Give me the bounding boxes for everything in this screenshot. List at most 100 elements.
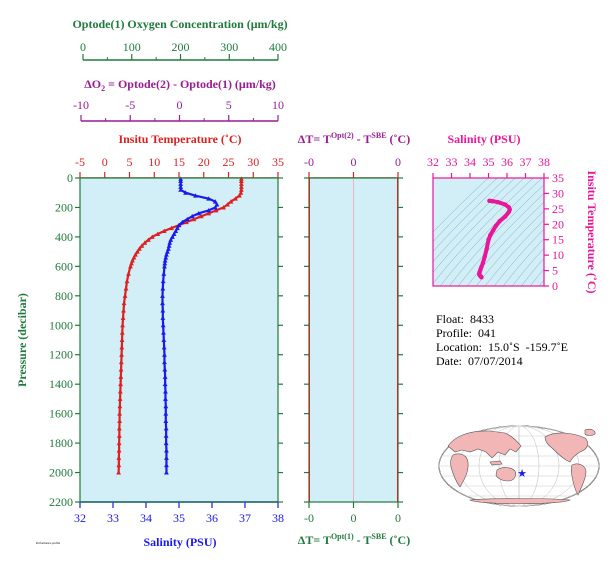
temperature-point xyxy=(184,219,189,225)
delta-o2-tick-label: 10 xyxy=(272,98,284,112)
salinity-point xyxy=(160,322,166,328)
salinity-point xyxy=(163,433,169,438)
density-contour xyxy=(458,192,544,286)
salinity-point xyxy=(214,202,220,207)
temperature-point xyxy=(119,337,125,342)
ts-salinity-tick-label: 36 xyxy=(501,155,513,169)
ts-panel xyxy=(433,178,544,286)
delta-o2-axis-label: ΔO2 = Optode(2) - Optode(1) (μm/kg) xyxy=(84,77,275,93)
salinity-point xyxy=(164,470,169,475)
ts-salinity-tick-label: 32 xyxy=(427,155,439,169)
location: Location: 15.0˚S -159.7˚E xyxy=(436,340,568,354)
salinity-point xyxy=(162,263,167,269)
salinity-point xyxy=(161,344,167,350)
temperature-point xyxy=(238,181,244,186)
ts-temperature-tick-label: 30 xyxy=(552,186,564,200)
salinity-point xyxy=(212,199,218,204)
salinity-point xyxy=(160,278,166,284)
density-contour xyxy=(433,178,489,233)
temperature-point xyxy=(119,330,125,335)
delta-o2-tick-label: -10 xyxy=(73,98,89,112)
australia-landmass xyxy=(495,467,516,482)
temperature-point xyxy=(137,246,142,251)
temperature-point xyxy=(169,225,174,231)
salinity-point xyxy=(178,181,184,186)
ts-point xyxy=(480,260,486,266)
salinity-point xyxy=(170,234,175,239)
salinity-point xyxy=(163,255,169,260)
temperature-tick-label: -5 xyxy=(75,155,85,169)
salinity-point xyxy=(189,213,195,219)
salinity-point xyxy=(179,219,185,225)
salinity-point xyxy=(161,271,167,276)
float-info: Float: 8433 Profile: 041 Location: 15.0˚… xyxy=(436,312,568,368)
temperature-point xyxy=(119,352,124,357)
salinity-point xyxy=(163,389,168,394)
salinity-point xyxy=(162,359,167,365)
salinity-point xyxy=(160,308,166,313)
delta-t-top-tick-label: 0 xyxy=(395,155,401,169)
delta-t-bottom-tick-label: -0 xyxy=(304,511,314,525)
oxygen-tick-label: 100 xyxy=(123,40,141,54)
salinity-point xyxy=(164,252,169,257)
delta-t-bottom-tick-label: 0 xyxy=(395,511,401,525)
salinity-point xyxy=(183,190,188,195)
salinity-point xyxy=(178,187,184,192)
temperature-point xyxy=(120,315,126,320)
density-contour xyxy=(467,201,544,286)
delta-o2-tick-label: 5 xyxy=(226,98,232,112)
temperature-point xyxy=(122,293,128,298)
temperature-point xyxy=(221,205,226,210)
ts-point xyxy=(479,275,484,280)
temperature-point xyxy=(116,470,122,475)
temperature-point xyxy=(118,374,124,379)
temperature-point xyxy=(198,213,204,219)
temperature-tick-label: 5 xyxy=(127,155,133,169)
date: Date: 07/07/2014 xyxy=(436,354,523,368)
density-contour xyxy=(433,178,498,243)
float-id: Float: 8433 xyxy=(436,312,495,326)
temperature-point xyxy=(123,286,129,291)
temperature-point xyxy=(145,237,151,242)
salinity-point xyxy=(166,246,171,251)
ts-salinity-label: Salinity (PSU) xyxy=(447,132,520,146)
salinity-tick-label: 32 xyxy=(74,511,86,525)
ts-salinity-axis: 32 33 34 35 36 37 38 xyxy=(427,155,550,178)
delta-o2-tick-label: 0 xyxy=(177,98,183,112)
ts-temperature-tick-label: 25 xyxy=(552,202,564,216)
temperature-point xyxy=(126,271,131,276)
ts-point xyxy=(486,237,491,242)
salinity-point xyxy=(162,374,168,379)
temperature-point xyxy=(130,258,135,263)
salinity-point xyxy=(166,243,172,248)
salinity-point xyxy=(164,462,169,468)
map-meridian xyxy=(438,425,600,507)
salinity-tick-label: 35 xyxy=(173,511,185,525)
salinity-point xyxy=(178,184,184,189)
salinity-point xyxy=(162,381,168,387)
temperature-point xyxy=(225,202,230,207)
oxygen-tick-label: 200 xyxy=(172,40,190,54)
pressure-tick-label: 1000 xyxy=(49,318,73,332)
salinity-point xyxy=(163,425,169,431)
temperature-axis-label: Insitu Temperature (˚C) xyxy=(118,132,241,146)
temperature-point xyxy=(238,190,244,195)
salinity-point xyxy=(162,367,168,372)
ts-point xyxy=(484,246,489,252)
temperature-point xyxy=(161,228,167,234)
ts-temperature-label: Insitu Temperature (˚C) xyxy=(585,170,599,293)
salinity-point xyxy=(168,237,174,242)
ts-temperature-tick-label: 5 xyxy=(552,264,558,278)
salinity-point xyxy=(163,440,169,446)
salinity-tick-label: 36 xyxy=(206,511,218,525)
temperature-point xyxy=(116,433,122,438)
salinity-point xyxy=(178,178,184,183)
salinity-axis-label: Salinity (PSU) xyxy=(143,535,216,549)
ts-point xyxy=(490,228,496,233)
delta-t-top-axis: ΔT= TOpt(2) - TSBE (˚C) -0 0 0 xyxy=(298,131,410,179)
salinity-tick-label: 37 xyxy=(239,511,251,525)
greenland-landmass xyxy=(584,428,596,436)
salinity-point xyxy=(162,261,168,266)
salinity-point xyxy=(176,222,182,228)
